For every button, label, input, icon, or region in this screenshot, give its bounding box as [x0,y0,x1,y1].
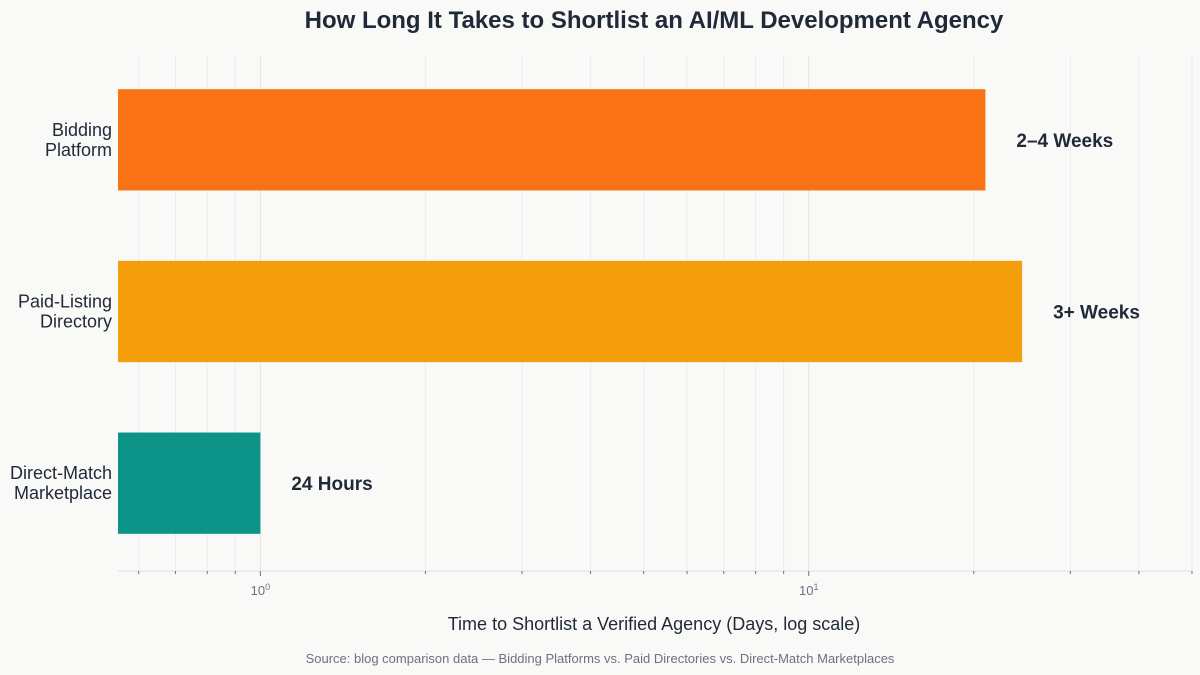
x-tick-label: 101 [799,582,818,598]
data-labels: 2–4 Weeks 3+ Weeks 24 Hours [291,131,1140,495]
bar-value-label: 24 Hours [291,474,372,495]
category-label: Direct-Match Marketplace [10,463,112,503]
x-axis-title: Time to Shortlist a Verified Agency (Day… [448,614,861,634]
x-tick-label: 100 [251,582,270,598]
x-tick-exponent: 1 [813,582,818,592]
x-tick-base: 10 [799,583,813,598]
bar [118,89,986,191]
category-labels: Bidding Platform Paid-Listing Directory Dire… [10,120,112,503]
chart-title: How Long It Takes to Shortlist an AI/ML … [305,7,1004,34]
bar-value-label: 2–4 Weeks [1016,131,1113,152]
bar [118,432,261,534]
bar-value-label: 3+ Weeks [1053,303,1140,324]
x-tick-exponent: 0 [265,582,270,592]
category-label: Bidding Platform [45,120,112,160]
bar [118,260,1023,363]
x-axis-ticks: 100 101 [138,571,1193,598]
x-tick-base: 10 [251,583,265,598]
category-label: Paid-Listing Directory [18,292,112,332]
bars [118,89,1023,534]
source-note: Source: blog comparison data — Bidding P… [306,651,895,666]
